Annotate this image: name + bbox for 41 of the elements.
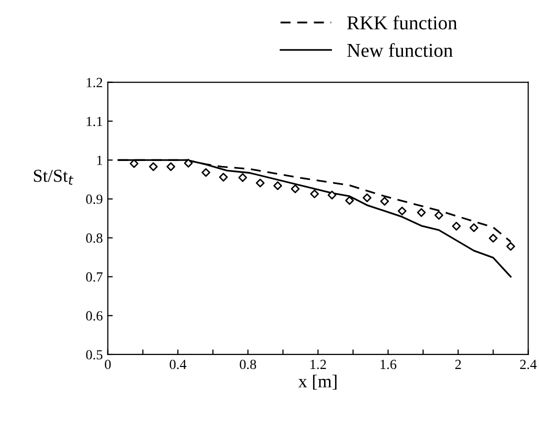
y-axis-title: St/St$_{t}$ [34,170,74,185]
legend-label: New function [347,43,453,57]
point [362,193,372,202]
x-tick-label: 2.4 [520,360,537,370]
point [488,234,498,243]
point [166,162,176,172]
y-tick-label: 0.8 [86,233,102,243]
point [256,178,265,188]
point [434,210,444,220]
x-tick-label: 0.8 [240,360,256,370]
point [380,196,389,206]
point [470,223,478,232]
point [202,168,210,177]
x-tick-label: 1.2 [310,360,326,370]
point [328,190,336,200]
point [148,162,158,172]
point [219,172,228,182]
x-tick-label: 0 [104,360,111,370]
legend-label: RKK function [347,16,458,30]
point [273,181,282,190]
point [345,196,354,205]
point [290,184,300,194]
point [238,173,248,182]
y-tick-label: 0.7 [86,272,103,282]
point [184,158,193,168]
x-tick-label: 1.6 [380,360,396,370]
y-tick-label: 0.6 [86,311,103,321]
point [506,242,516,251]
y-tick-label: 0.9 [86,194,102,204]
point [452,222,461,231]
y-tick-label: 1 [97,156,102,165]
point [310,190,319,198]
x-axis-title: x [m] [298,374,336,390]
y-tick-label: 1.2 [86,78,102,88]
x-tick-label: 0.4 [170,360,186,370]
x-tick-label: 2 [455,360,461,369]
y-tick-label: 1.1 [86,116,102,126]
point [416,208,426,217]
point [130,159,138,168]
point [398,206,406,216]
y-tick-label: 0.5 [86,350,102,360]
